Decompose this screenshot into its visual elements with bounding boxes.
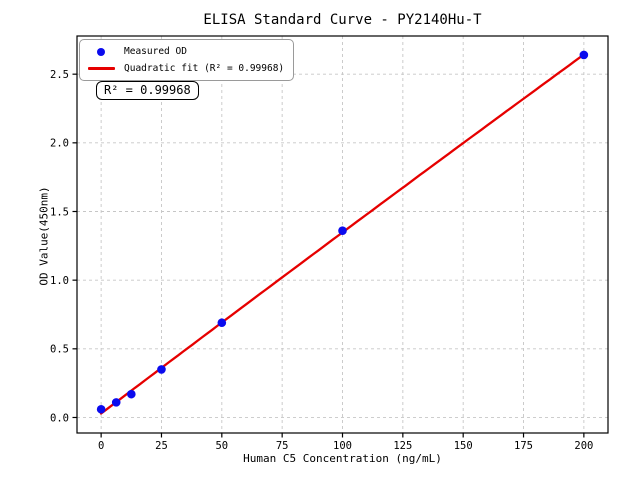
data-point <box>579 50 589 60</box>
y-tick-label: 1.0 <box>50 275 69 287</box>
data-point <box>338 226 347 236</box>
y-tick-label: 2.0 <box>50 138 69 150</box>
data-point <box>217 318 227 328</box>
x-axis-label: Human C5 Concentration (ng/mL) <box>243 452 442 465</box>
legend-item-quadratic-fit: Quadratic fit (R² = 0.99968) <box>85 62 284 75</box>
data-point <box>111 398 121 407</box>
data-point <box>157 365 166 374</box>
x-tick-label: 0 <box>98 440 104 452</box>
y-axis-label: OD Value(450nm) <box>37 186 51 286</box>
y-tick-label: 2.5 <box>50 69 69 81</box>
x-tick-label: 150 <box>454 440 473 452</box>
legend-label-quadratic-fit: Quadratic fit (R² = 0.99968) <box>124 62 285 74</box>
x-tick-label: 100 <box>333 440 352 452</box>
x-tick-label: 50 <box>215 440 228 452</box>
legend-label-measured-od: Measured OD <box>124 45 187 57</box>
x-tick-label: 25 <box>155 440 168 452</box>
data-point <box>96 404 106 414</box>
data-point <box>127 389 136 399</box>
x-tick-label: 175 <box>514 440 533 452</box>
y-tick-label: 0.5 <box>50 344 69 356</box>
x-tick-label: 200 <box>574 440 593 452</box>
r-squared-annotation: R² = 0.99968 <box>96 81 199 100</box>
legend-handle <box>85 67 117 70</box>
line-swatch-icon <box>87 67 115 70</box>
y-tick-label: 1.5 <box>50 206 69 218</box>
x-tick-label: 125 <box>393 440 412 452</box>
legend-handle <box>85 47 117 56</box>
y-tick-label: 0.0 <box>50 412 69 424</box>
legend-item-measured-od: Measured OD <box>85 45 284 58</box>
chart-title: ELISA Standard Curve - PY2140Hu-T <box>203 12 482 28</box>
x-tick-label: 75 <box>276 440 289 452</box>
legend: Measured OD Quadratic fit (R² = 0.99968) <box>79 39 295 81</box>
scatter-marker-icon <box>97 47 105 56</box>
